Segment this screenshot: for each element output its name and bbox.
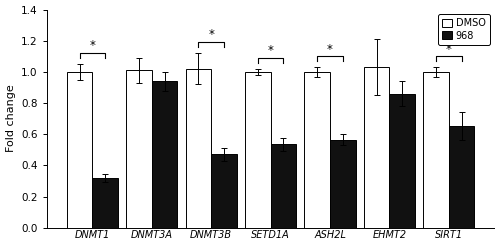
Legend: DMSO, 968: DMSO, 968 — [438, 15, 490, 45]
Bar — [449, 126, 474, 228]
Text: *: * — [327, 43, 333, 56]
Bar — [186, 69, 211, 228]
Bar — [211, 154, 237, 228]
Bar — [126, 70, 152, 228]
Bar — [364, 67, 390, 228]
Text: *: * — [90, 39, 96, 52]
Bar — [92, 178, 118, 228]
Bar — [304, 72, 330, 228]
Bar — [67, 72, 92, 228]
Bar — [390, 94, 415, 228]
Bar — [152, 81, 178, 228]
Text: *: * — [446, 43, 452, 56]
Text: *: * — [268, 44, 274, 57]
Bar — [330, 140, 355, 228]
Bar — [245, 72, 270, 228]
Y-axis label: Fold change: Fold change — [6, 85, 16, 153]
Bar — [423, 72, 449, 228]
Bar — [270, 144, 296, 228]
Text: *: * — [208, 29, 214, 42]
